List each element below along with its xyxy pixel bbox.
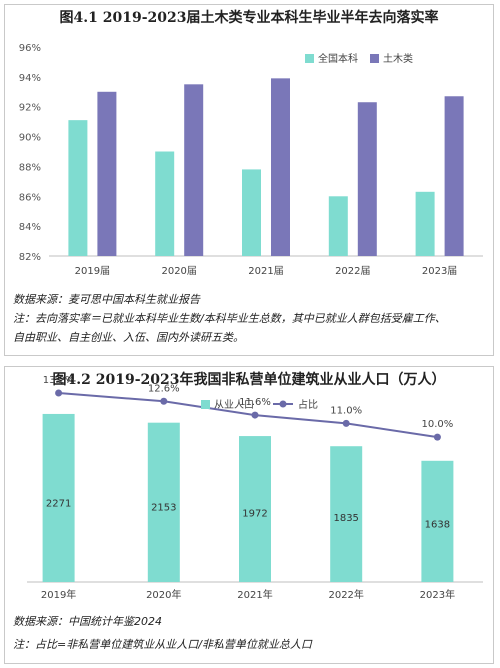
y-tick-label: 92% (19, 103, 41, 114)
footnote: 注：占比=非私营单位建筑业从业人口/非私营单位就业总人口 (13, 638, 312, 651)
legend-label: 从业人口 (214, 399, 254, 411)
chart-panel-employment: 图4.2 2019-2023年我国非私营单位建筑业从业人口（万人） 2271 20… (4, 366, 494, 664)
bar-chart-graduation-rate: 82% 84% 86% 88% 90% 92% 94% 96% 2019届 2020届 2021届 2… (19, 43, 483, 277)
y-tick-label: 88% (19, 162, 41, 173)
bar-employment (147, 422, 180, 582)
bar-national (68, 120, 88, 257)
legend-swatch (201, 400, 210, 409)
chart-title: 图4.2 2019-2023年我国非私营单位建筑业从业人口（万人） (52, 372, 446, 388)
data-source-note: 数据来源：中国统计年鉴2024 (13, 615, 162, 628)
bar-employment (330, 446, 363, 582)
line-point (342, 419, 350, 427)
x-tick-label: 2019年 (41, 588, 76, 601)
legend-label: 全国本科 (318, 52, 358, 65)
bar-value-label: 2271 (46, 498, 71, 509)
footnote-continued: 自由职业、自主创业、入伍、国内外读研五类。 (13, 331, 244, 344)
bar-national (242, 169, 261, 256)
bar-civil (271, 78, 290, 256)
legend-label: 土木类 (383, 52, 413, 65)
combo-chart-employment: 2271 2019年 2153 2020年 1972 2021年 1835 2022年 1638… (27, 375, 483, 601)
chart-title: 图4.1 2019-2023届土木类专业本科生毕业半年去向落实率 (59, 10, 439, 26)
bar-civil (444, 96, 464, 256)
line-point (251, 411, 259, 419)
x-tick-label: 2022年 (328, 588, 363, 601)
x-tick-label: 2022届 (335, 265, 370, 277)
line-value-label: 12.6% (148, 383, 180, 394)
line-value-label: 11.0% (330, 405, 362, 416)
y-tick-label: 86% (19, 192, 41, 203)
bar-national (155, 151, 175, 256)
line-point (160, 397, 168, 405)
x-tick-label: 2023届 (422, 265, 457, 277)
line-point (433, 433, 441, 441)
legend-swatch (305, 54, 314, 63)
bar-value-label: 1638 (425, 519, 450, 530)
line-value-label: 13.2% (43, 375, 75, 386)
footnote: 注：去向落实率＝已就业本科毕业生数/本科毕业生总数，其中已就业人群包括受雇工作、 (13, 312, 446, 325)
bar-civil (184, 84, 204, 256)
bar-civil (97, 91, 117, 257)
line-value-label: 10.0% (422, 419, 454, 430)
x-tick-label: 2019届 (75, 265, 110, 277)
bar-employment (239, 436, 271, 582)
bar-employment (421, 460, 454, 582)
y-tick-label: 96% (19, 43, 41, 54)
bar-employment (42, 413, 75, 582)
y-tick-label: 90% (19, 133, 41, 144)
y-tick-label: 94% (19, 73, 41, 84)
x-tick-label: 2023年 (420, 588, 455, 601)
bar-value-label: 1972 (242, 508, 267, 519)
x-tick-label: 2021年 (237, 588, 272, 601)
bar-value-label: 2153 (151, 502, 176, 513)
chart-panel-graduation-rate: 图4.1 2019-2023届土木类专业本科生毕业半年去向落实率 82% 84% 8… (4, 4, 494, 356)
bar-national (415, 191, 435, 256)
bar-national (328, 196, 348, 256)
bar-value-label: 1835 (333, 513, 358, 524)
line-point (55, 389, 63, 397)
y-tick-label: 84% (19, 222, 41, 233)
y-tick-label: 82% (19, 252, 41, 263)
bar-civil (357, 102, 377, 256)
x-tick-label: 2021届 (248, 265, 283, 277)
x-tick-label: 2020年 (146, 588, 181, 601)
line-value-label: 11.6% (239, 397, 271, 408)
legend-marker (279, 400, 287, 408)
legend-label: 占比 (298, 398, 318, 411)
x-tick-label: 2020届 (161, 265, 196, 277)
data-source-note: 数据来源：麦可思中国本科生就业报告 (13, 293, 200, 306)
legend-swatch (370, 54, 379, 63)
